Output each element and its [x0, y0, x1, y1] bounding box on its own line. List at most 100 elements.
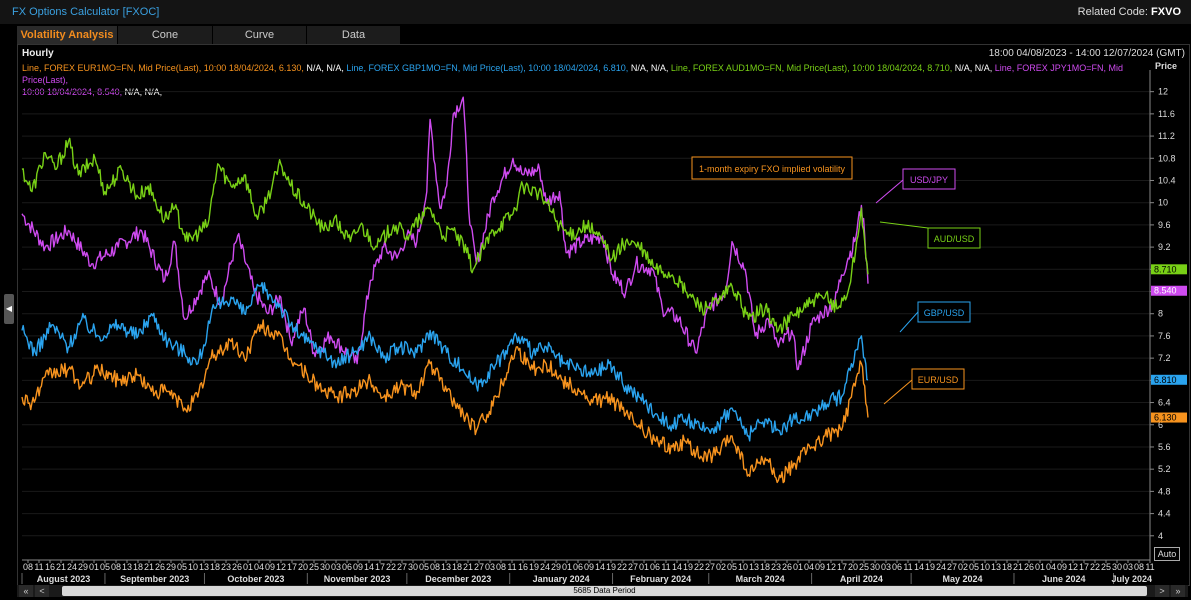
x-tick-label: 18	[133, 562, 143, 572]
y-tick-label: 6	[1158, 420, 1163, 430]
x-tick-label: 25	[1101, 562, 1111, 572]
x-tick-label: 30	[1112, 562, 1122, 572]
legend-jpy: Line, FOREX JPY1MO=FN, Mid Price(Last),	[22, 63, 1124, 85]
scroll-thumb[interactable]: 5685 Data Period	[62, 586, 1147, 596]
callout-line	[899, 311, 919, 333]
x-tick-label: 20	[848, 562, 858, 572]
x-tick-label: 13	[991, 562, 1001, 572]
x-tick-label: 18	[760, 562, 770, 572]
month-label: July 2024	[1111, 574, 1152, 584]
x-tick-label: 17	[287, 562, 297, 572]
series-line-gbp-usd	[21, 281, 869, 442]
month-label: April 2024	[840, 574, 883, 584]
last-value-label: 6.810	[1154, 375, 1177, 385]
x-tick-label: 21	[56, 562, 66, 572]
app-title: FX Options Calculator [FXOC]	[12, 6, 160, 18]
x-tick-label: 13	[749, 562, 759, 572]
y-tick-label: 9.2	[1158, 242, 1171, 252]
related-code-value[interactable]: FXVO	[1151, 6, 1181, 18]
interval-label[interactable]: Hourly	[22, 48, 54, 59]
month-label: March 2024	[736, 574, 785, 584]
legend-eur-na: N/A, N/A,	[303, 63, 344, 73]
y-tick-label: 8	[1158, 309, 1163, 319]
callout-line	[875, 179, 904, 204]
month-label: January 2024	[533, 574, 590, 584]
x-tick-label: 23	[771, 562, 781, 572]
callout-label: USD/JPY	[910, 175, 948, 185]
y-tick-label: 4.8	[1158, 486, 1171, 496]
auto-scale-button[interactable]: Auto	[1154, 547, 1180, 561]
x-tick-label: 01	[639, 562, 649, 572]
last-value-label: 8.710	[1154, 264, 1177, 274]
x-tick-label: 05	[727, 562, 737, 572]
x-tick-label: 19	[683, 562, 693, 572]
legend-aud: Line, FOREX AUD1MO=FN, Mid Price(Last), …	[670, 63, 953, 73]
x-tick-label: 13	[122, 562, 132, 572]
scroll-last-button[interactable]: »	[1171, 585, 1185, 597]
y-tick-label: 10.4	[1158, 175, 1176, 185]
callout-label: AUD/USD	[934, 234, 975, 244]
tab-volatility-analysis[interactable]: Volatility Analysis	[17, 26, 118, 44]
x-tick-label: 27	[628, 562, 638, 572]
callout-box	[911, 368, 965, 390]
y-tick-label: 5.2	[1158, 464, 1171, 474]
x-tick-label: 04	[1046, 562, 1056, 572]
x-tick-label: 09	[353, 562, 363, 572]
x-tick-label: 06	[892, 562, 902, 572]
series-line-usd-jpy	[21, 96, 869, 371]
x-tick-label: 02	[716, 562, 726, 572]
x-tick-label: 17	[375, 562, 385, 572]
y-axis: 44.44.85.25.666.46.87.27.688.48.89.29.61…	[1149, 70, 1176, 560]
y-tick-label: 5.6	[1158, 442, 1171, 452]
scrollbar[interactable]: « < 5685 Data Period > »	[17, 585, 1188, 597]
related-code: Related Code: FXVO	[1078, 6, 1181, 18]
tab-data[interactable]: Data	[307, 26, 401, 44]
x-tick-label: 27	[474, 562, 484, 572]
x-tick-label: 04	[254, 562, 264, 572]
x-tick-label: 14	[914, 562, 924, 572]
last-value-box	[1151, 412, 1187, 423]
x-tick-label: 30	[408, 562, 418, 572]
x-tick-label: 08	[496, 562, 506, 572]
legend-aud-na: N/A, N/A,	[952, 63, 993, 73]
x-tick-label: 22	[694, 562, 704, 572]
x-tick-label: 23	[221, 562, 231, 572]
x-tick-label: 14	[672, 562, 682, 572]
x-tick-label: 13	[199, 562, 209, 572]
scroll-prev-button[interactable]: <	[35, 585, 49, 597]
x-tick-label: 19	[529, 562, 539, 572]
x-tick-label: 10	[188, 562, 198, 572]
x-tick-label: 29	[78, 562, 88, 572]
x-tick-label: 12	[826, 562, 836, 572]
scroll-next-button[interactable]: >	[1155, 585, 1169, 597]
chart-title-box	[691, 156, 853, 180]
series-line-aud-usd	[21, 137, 869, 334]
x-tick-label: 03	[485, 562, 495, 572]
callout-line	[883, 379, 913, 405]
x-tick-label: 09	[815, 562, 825, 572]
x-tick-label: 24	[540, 562, 550, 572]
y-tick-label: 12	[1158, 87, 1168, 97]
callout-box	[917, 301, 971, 323]
tab-bar: Volatility Analysis Cone Curve Data	[17, 26, 401, 44]
x-tick-label: 01	[243, 562, 253, 572]
x-tick-label: 19	[925, 562, 935, 572]
callout-label: GBP/USD	[924, 308, 965, 318]
x-tick-label: 05	[100, 562, 110, 572]
x-tick-label: 09	[265, 562, 275, 572]
scroll-first-button[interactable]: «	[19, 585, 33, 597]
callout-label: EUR/USD	[918, 375, 959, 385]
legend-gbp-na: N/A, N/A,	[628, 63, 669, 73]
x-tick-label: 22	[617, 562, 627, 572]
x-tick-label: 13	[441, 562, 451, 572]
chart-title: 1-month expiry FXO implied volatility	[699, 164, 846, 174]
series-lines	[21, 96, 869, 484]
collapse-left-button[interactable]: ◀	[4, 294, 14, 324]
x-tick-label: 10	[738, 562, 748, 572]
month-label: June 2024	[1042, 574, 1086, 584]
last-value-box	[1151, 285, 1187, 296]
month-label: August 2023	[37, 574, 91, 584]
tab-cone[interactable]: Cone	[118, 26, 213, 44]
tab-curve[interactable]: Curve	[213, 26, 307, 44]
